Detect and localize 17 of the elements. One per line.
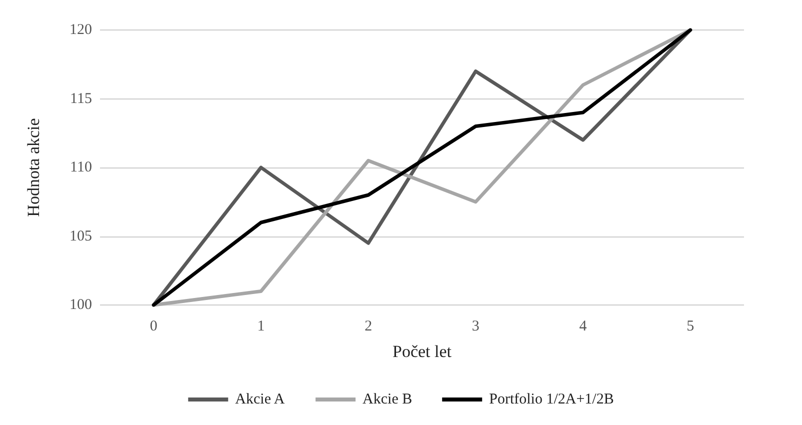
- y-tick-label: 120: [70, 22, 92, 38]
- y-axis-title: Hodnota akcie: [24, 118, 43, 217]
- x-tick-label: 0: [150, 318, 158, 334]
- legend-label: Akcie B: [362, 392, 412, 408]
- y-tick-label: 100: [70, 297, 92, 313]
- x-tick-label: 2: [364, 318, 372, 334]
- x-tick-label: 4: [579, 318, 588, 334]
- x-axis-title: Počet let: [392, 342, 452, 361]
- line-series: [152, 28, 692, 307]
- y-tick-label: 110: [70, 160, 92, 176]
- y-tick-label: 115: [70, 90, 92, 107]
- y-tick-label: 105: [70, 228, 92, 244]
- legend-label: Portfolio 1/2A+1/2B: [489, 392, 614, 408]
- x-tick-label: 5: [686, 318, 694, 334]
- x-tick-label: 1: [257, 318, 265, 334]
- legend-label: Akcie A: [235, 392, 285, 408]
- x-tick-label: 3: [472, 318, 480, 334]
